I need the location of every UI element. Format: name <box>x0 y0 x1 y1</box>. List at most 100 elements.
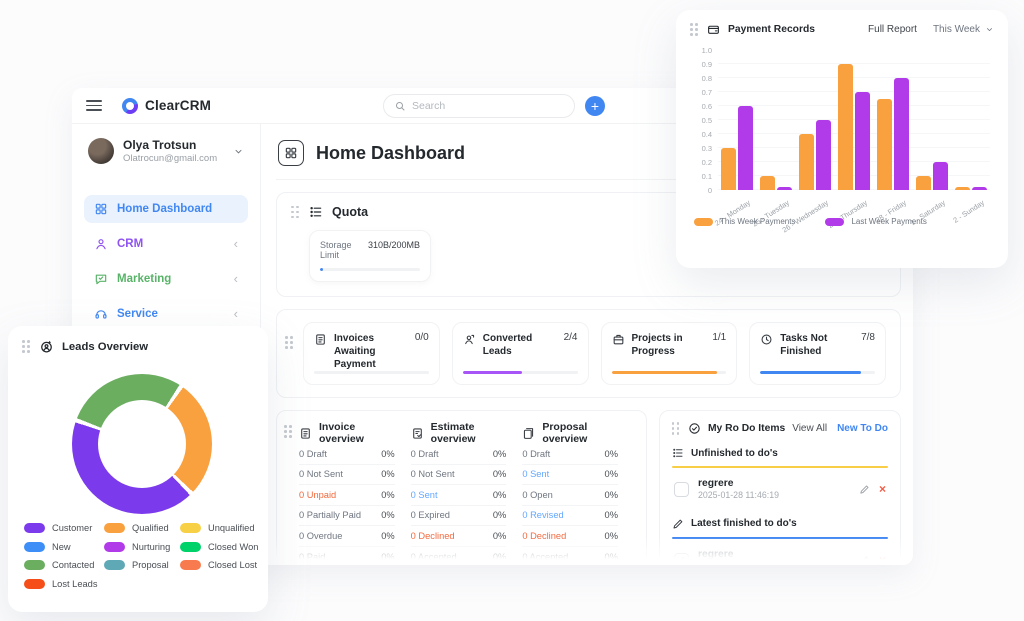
page-header: Home Dashboard <box>276 136 901 180</box>
overview-row-percent: 0% <box>492 448 507 459</box>
leads-legend-closed-won: Closed Won <box>180 541 260 552</box>
overview-row-percent: 0% <box>381 530 395 541</box>
page-title: Home Dashboard <box>316 142 466 163</box>
drag-handle[interactable] <box>291 205 300 219</box>
dashboard-icon <box>278 140 304 166</box>
stat-card-value: 7/8 <box>861 332 875 343</box>
proposal-icon <box>522 427 535 440</box>
overview-row-percent: 0% <box>381 510 395 521</box>
overview-row: 0 Declined 0% <box>522 526 618 547</box>
sidebar-item-crm[interactable]: CRM ‹ <box>84 230 248 258</box>
delete-icon[interactable]: × <box>878 553 886 565</box>
todo-item-timestamp: 2025-01-28 11:46:19 <box>698 561 779 565</box>
storage-progress <box>320 268 420 271</box>
leads-legend-nurturing: Nurturing <box>104 541 180 552</box>
overview-row: 0 Draft 0% <box>410 444 507 465</box>
overview-row-percent: 0% <box>604 510 618 521</box>
legend-swatch <box>104 523 125 533</box>
drag-handle[interactable] <box>671 422 681 435</box>
avatar <box>88 138 114 165</box>
overview-header: Proposal overview <box>522 421 618 445</box>
drag-handle[interactable] <box>22 340 31 353</box>
stat-progress-fill <box>462 371 523 374</box>
stat-card-value: 2/4 <box>563 332 578 343</box>
bar-group-28-friday <box>873 50 912 190</box>
chevron-down-icon[interactable] <box>233 146 244 157</box>
drag-handle[interactable] <box>284 425 293 438</box>
overview-row: 0 Not Sent 0% <box>410 465 507 485</box>
delete-icon[interactable]: × <box>878 482 886 497</box>
overview-row-label: 0 Not Sent <box>410 469 455 480</box>
edit-icon[interactable] <box>859 555 870 565</box>
stat-card-label: Tasks Not Finished <box>780 333 828 357</box>
x-axis-label: 2 - Sunday <box>950 198 986 225</box>
stat-card-value: 1/1 <box>712 332 727 343</box>
y-axis-tick: 0.3 <box>701 144 712 153</box>
overview-row-percent: 0% <box>492 489 507 500</box>
stat-progress <box>760 371 875 374</box>
y-axis-tick: 0.8 <box>701 74 712 83</box>
leads-legend-closed-lost: Closed Lost <box>180 560 260 570</box>
range-dropdown[interactable]: This Week <box>933 24 994 35</box>
stat-card-label: Invoices Awaiting Payment <box>334 333 376 370</box>
y-axis-tick: 0.9 <box>701 60 712 69</box>
legend-swatch <box>24 578 45 589</box>
overview-row-percent: 0% <box>381 489 395 500</box>
todo-section-title: Latest finished to do's <box>690 518 797 530</box>
legend-swatch <box>694 217 713 226</box>
y-axis-tick: 0.6 <box>701 102 712 111</box>
overview-row-label: 0 Accepted <box>522 551 569 562</box>
new-todo-link[interactable]: New To Do <box>837 423 888 434</box>
search-input[interactable] <box>412 100 564 112</box>
stat-card-label: Converted Leads <box>482 333 533 357</box>
payment-records-title: Payment Records <box>728 24 815 35</box>
legend-swatch <box>180 541 201 552</box>
menu-toggle-button[interactable] <box>86 99 102 112</box>
bar-this-week-payments <box>838 64 853 190</box>
legend-label: Closed Won <box>208 541 259 552</box>
todo-section-underline <box>671 466 888 468</box>
overview-row-label: 0 Paid <box>299 551 326 562</box>
overview-row: 0 Draft 0% <box>522 444 618 465</box>
overview-estimate-overview: Estimate overview 0 Draft 0% 0 Not Sent 0% 0 … <box>410 421 523 565</box>
bar-last-week-payments <box>777 187 793 190</box>
overview-row-label: 0 Expired <box>410 510 450 521</box>
sidebar-item-label: Service <box>117 307 158 320</box>
sidebar-item-label: CRM <box>117 237 144 250</box>
overview-title: Estimate overview <box>430 421 476 445</box>
sidebar-item-service[interactable]: Service ‹ <box>84 300 248 328</box>
drag-handle[interactable] <box>690 23 699 36</box>
personTag-icon <box>463 333 476 346</box>
stat-card-label: Projects in Progress <box>631 333 683 357</box>
sidebar-item-home-dashboard[interactable]: Home Dashboard <box>84 194 248 223</box>
legend-swatch <box>825 217 845 226</box>
todo-checkbox[interactable]: ✓ <box>673 552 689 565</box>
drag-handle[interactable] <box>285 336 294 349</box>
add-button[interactable]: + <box>585 96 605 116</box>
stat-card-value: 0/0 <box>414 332 429 343</box>
leads-icon <box>39 339 54 354</box>
todo-section-latest-finished-to-do-s: Latest finished to do's <box>672 518 888 530</box>
overview-title: Invoice overview <box>319 421 364 445</box>
stat-progress-fill <box>760 371 862 374</box>
overview-row: 0 Revised 0% <box>522 506 618 526</box>
stat-card-header: Projects in Progress 1/1 <box>612 332 727 358</box>
legend-item-this-week-payments: This Week Payments <box>694 217 795 226</box>
edit-icon[interactable] <box>859 484 870 495</box>
full-report-button[interactable]: Full Report <box>868 24 917 35</box>
invoice-icon <box>314 333 327 346</box>
bar-last-week-payments <box>893 78 909 190</box>
legend-swatch <box>180 560 201 570</box>
y-axis-tick: 0.1 <box>701 172 712 181</box>
sidebar-item-marketing[interactable]: Marketing ‹ <box>84 265 248 293</box>
legend-label: Customer <box>52 523 93 533</box>
pencil-icon <box>672 518 684 530</box>
y-axis-tick: 0.5 <box>701 116 712 125</box>
view-all-link[interactable]: View All <box>792 423 828 434</box>
sidebar-item-label: Home Dashboard <box>117 202 213 215</box>
user-profile[interactable]: Olya Trotsun Olatrocun@gmail.com <box>84 136 248 179</box>
overview-invoice-overview: Invoice overview 0 Draft 0% 0 Not Sent 0% 0 U… <box>299 421 411 565</box>
todo-checkbox[interactable] <box>673 481 689 497</box>
search-box[interactable] <box>383 94 575 118</box>
check-circle-icon <box>688 422 701 435</box>
